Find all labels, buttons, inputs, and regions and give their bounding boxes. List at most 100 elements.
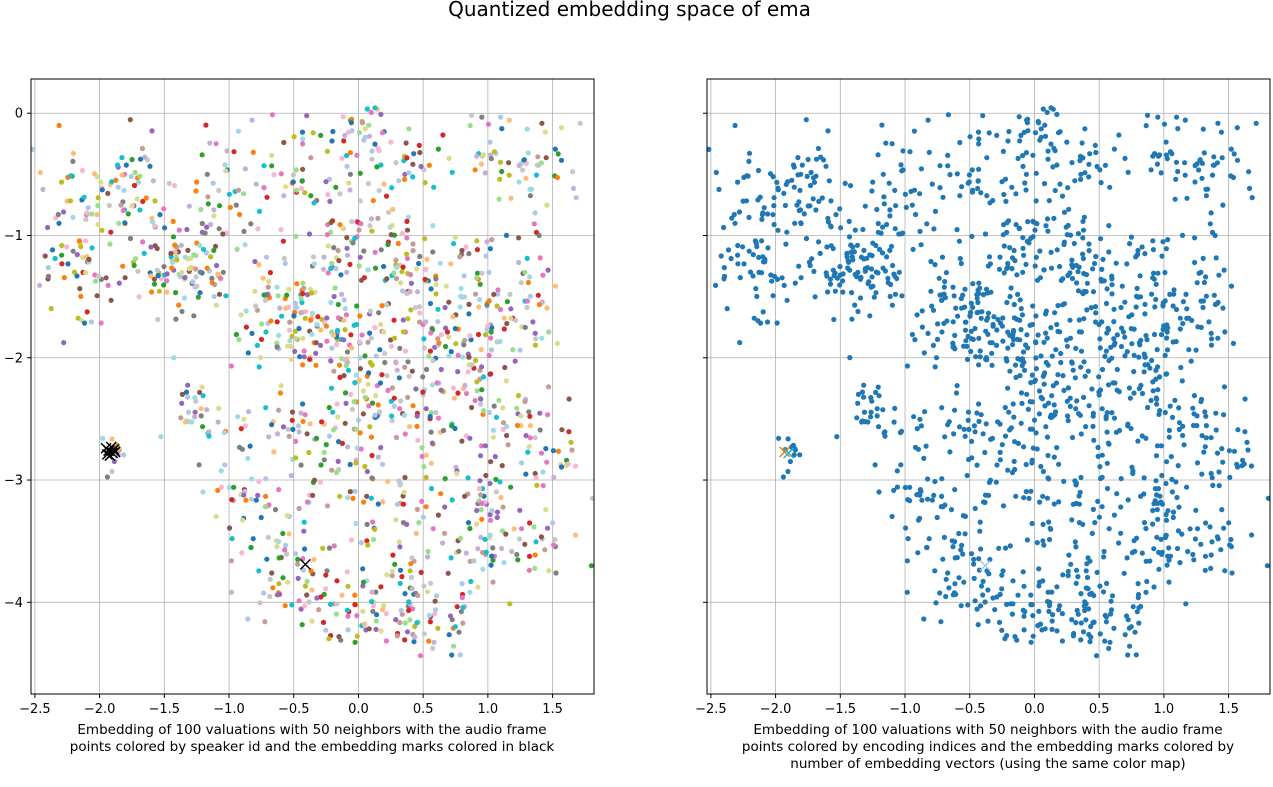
data-point: [919, 308, 925, 314]
data-point: [402, 591, 408, 597]
data-point: [467, 525, 473, 532]
data-point: [157, 212, 163, 218]
data-point: [1007, 245, 1013, 251]
data-point: [309, 618, 315, 624]
data-point: [261, 292, 267, 298]
data-point: [862, 203, 868, 209]
data-point: [1208, 565, 1214, 572]
data-point: [466, 354, 472, 360]
data-point: [161, 206, 167, 212]
data-point: [500, 405, 506, 411]
data-point: [340, 225, 346, 231]
data-point: [735, 261, 741, 267]
x-tick-label: −2.0: [84, 702, 116, 717]
data-point: [391, 270, 397, 276]
data-point: [975, 185, 981, 192]
data-point: [1158, 170, 1164, 176]
data-point: [1130, 604, 1136, 610]
data-point: [405, 359, 411, 365]
data-point: [533, 539, 539, 545]
data-point: [1122, 334, 1128, 340]
data-point: [932, 208, 939, 214]
data-point: [1090, 266, 1096, 272]
data-point: [1087, 639, 1093, 645]
data-point: [862, 266, 868, 272]
data-point: [986, 492, 992, 498]
data-point: [258, 336, 265, 342]
data-point: [456, 629, 462, 635]
data-point: [1069, 359, 1075, 365]
data-point: [45, 273, 52, 279]
data-point: [289, 409, 296, 415]
data-point: [204, 171, 210, 177]
data-point: [1164, 371, 1170, 377]
data-point: [357, 254, 363, 260]
data-point: [301, 519, 307, 525]
data-point: [284, 292, 290, 298]
data-point: [1118, 530, 1124, 536]
data-point: [872, 462, 878, 468]
data-point: [527, 423, 534, 429]
data-point: [573, 195, 579, 201]
data-point: [52, 255, 58, 262]
embedding-mark: [979, 560, 991, 572]
data-point: [975, 309, 981, 315]
data-point: [237, 211, 243, 218]
data-point: [1083, 272, 1090, 278]
data-point: [1137, 342, 1143, 348]
data-point: [861, 394, 867, 400]
data-point: [428, 286, 434, 292]
data-point: [149, 128, 155, 134]
data-point: [323, 442, 329, 448]
data-point: [465, 475, 471, 481]
data-point: [1150, 388, 1156, 394]
data-point: [141, 250, 147, 256]
data-point: [364, 538, 370, 544]
data-point: [123, 162, 129, 168]
data-point: [393, 257, 399, 263]
data-point: [1078, 171, 1084, 177]
data-point: [306, 449, 312, 456]
data-point: [1051, 454, 1057, 460]
data-point: [393, 275, 400, 282]
data-point: [171, 355, 177, 361]
data-point: [978, 546, 984, 552]
data-point: [457, 535, 464, 541]
data-point: [368, 109, 374, 115]
data-point: [1122, 632, 1128, 638]
data-point: [1249, 195, 1255, 201]
data-point: [1030, 303, 1036, 309]
data-point: [1200, 255, 1206, 261]
data-point: [1158, 536, 1164, 543]
data-point: [200, 393, 206, 399]
data-point: [1059, 193, 1066, 199]
data-point: [442, 530, 448, 536]
data-point: [332, 285, 338, 291]
data-point: [1210, 482, 1216, 488]
data-point: [139, 145, 145, 152]
data-point: [1091, 592, 1097, 599]
data-point: [1014, 272, 1020, 278]
data-point: [271, 172, 277, 178]
data-point: [721, 265, 727, 271]
data-point: [502, 364, 508, 371]
data-point: [295, 556, 301, 563]
data-point: [1056, 499, 1062, 505]
data-point: [366, 626, 372, 632]
data-point: [433, 276, 439, 282]
data-point: [329, 218, 336, 224]
data-point: [1135, 595, 1141, 601]
data-point: [1043, 330, 1049, 336]
data-point: [1159, 472, 1165, 479]
data-point: [375, 454, 381, 460]
data-point: [724, 306, 730, 312]
data-point: [1050, 164, 1056, 170]
data-point: [354, 445, 360, 451]
data-point: [912, 337, 918, 343]
data-point: [306, 231, 313, 237]
data-point: [1037, 248, 1043, 254]
data-point: [358, 540, 364, 546]
data-point: [1248, 463, 1255, 469]
data-point: [354, 303, 360, 309]
data-point: [300, 166, 306, 172]
